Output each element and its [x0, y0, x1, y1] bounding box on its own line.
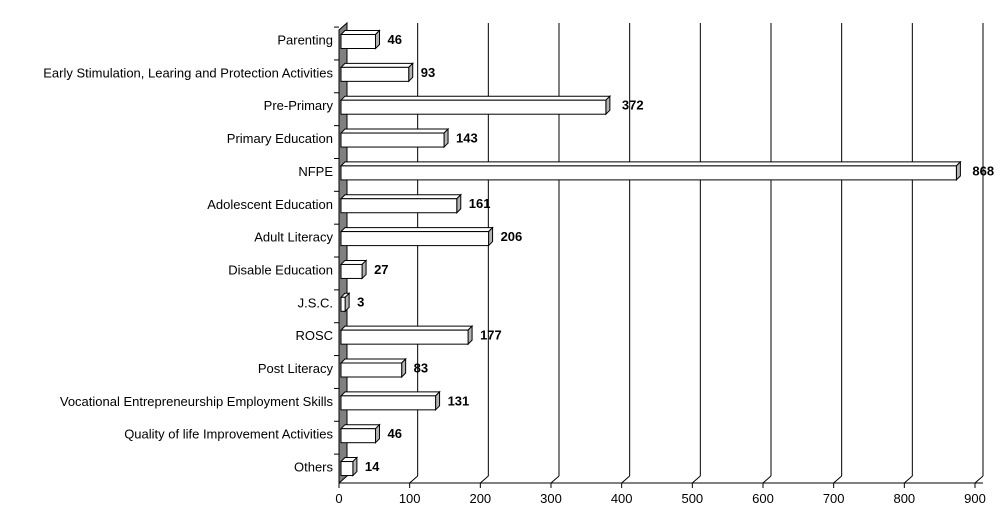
x-tick-label: 600	[752, 491, 774, 506]
category-label: Adolescent Education	[207, 197, 333, 212]
bar-value-label: 372	[622, 98, 644, 113]
x-tick-label: 500	[681, 491, 703, 506]
category-label: Others	[294, 460, 334, 475]
bar	[340, 231, 490, 247]
bar-side	[361, 259, 367, 280]
bar	[340, 428, 377, 444]
category-label: Parenting	[277, 33, 333, 48]
gridline-foot	[904, 475, 913, 484]
bar-top	[339, 62, 414, 68]
bar-side	[955, 160, 961, 182]
gridline-foot	[692, 475, 701, 484]
category-label: ROSC	[295, 328, 333, 343]
bar-value-label: 143	[456, 130, 478, 145]
x-tick-label: 400	[611, 491, 633, 506]
bar	[340, 66, 410, 82]
bar	[340, 34, 377, 49]
bar-top	[339, 227, 494, 233]
bar	[340, 198, 458, 214]
bar-value-label: 131	[448, 393, 470, 408]
category-label: Primary Education	[227, 131, 333, 146]
bar-top	[339, 128, 450, 134]
gridline-foot	[621, 475, 630, 484]
bar-value-label: 93	[421, 65, 435, 80]
bar-value-label: 206	[501, 229, 523, 244]
gridline-foot	[409, 475, 418, 484]
bar-side	[408, 62, 414, 83]
category-label: Pre-Primary	[264, 98, 334, 113]
bar-value-label: 83	[414, 360, 428, 375]
bar	[340, 461, 354, 477]
bar-top	[339, 424, 381, 430]
bar-top	[339, 161, 962, 167]
bar-value-label: 177	[480, 328, 502, 343]
bar	[340, 362, 403, 378]
bar-top	[339, 358, 407, 364]
bar-side	[375, 29, 381, 50]
bar-value-label: 14	[365, 459, 380, 474]
bar	[340, 263, 363, 279]
category-label: Quality of life Improvement Activities	[124, 427, 333, 442]
bar-value-label: 161	[469, 196, 491, 211]
gridline-foot	[550, 475, 560, 484]
x-tick-label: 300	[540, 491, 562, 506]
bar-top	[339, 391, 441, 397]
bar	[340, 165, 957, 181]
category-label: Adult Literacy	[254, 230, 333, 245]
bar-top	[339, 30, 381, 35]
x-tick-label: 800	[893, 491, 915, 506]
bar-value-label: 868	[972, 163, 994, 178]
axis-wall	[338, 21, 348, 485]
x-tick-label: 700	[823, 491, 845, 506]
x-tick-label: 200	[469, 491, 491, 506]
bar-side	[352, 456, 358, 477]
category-label: NFPE	[298, 164, 333, 179]
x-tick-label: 100	[399, 491, 421, 506]
bar	[340, 329, 469, 345]
bar-top	[339, 95, 612, 101]
category-label: Disable Education	[228, 262, 333, 277]
bar-side	[456, 193, 462, 214]
category-label: Post Literacy	[258, 361, 334, 376]
bar	[340, 99, 607, 115]
bar	[340, 395, 437, 411]
bar-value-label: 46	[388, 32, 402, 47]
bar-side	[435, 390, 441, 412]
bar-side	[375, 423, 381, 444]
bar-value-label: 46	[388, 426, 402, 441]
bar-side	[344, 292, 350, 313]
bar-top	[339, 194, 462, 200]
bar-side	[401, 357, 407, 379]
bar-top	[339, 325, 474, 331]
bar-side	[488, 226, 494, 247]
bar-side	[443, 127, 449, 149]
category-label: Vocational Entrepreneurship Employment S…	[60, 394, 334, 409]
gridline-foot	[762, 475, 772, 484]
bar-side	[467, 324, 473, 346]
x-tick-label: 0	[335, 491, 342, 506]
bar-value-label: 27	[374, 262, 388, 277]
bar-value-label: 3	[357, 295, 364, 310]
category-label: Early Stimulation, Learing and Protectio…	[43, 65, 333, 80]
x-tick-label: 900	[964, 491, 986, 506]
gridline-foot	[480, 475, 489, 484]
bar	[340, 132, 445, 148]
bar-side	[605, 94, 611, 116]
gridline-foot	[833, 475, 842, 484]
gridline-foot	[974, 475, 984, 484]
bar	[340, 296, 346, 312]
category-label: J.S.C.	[298, 295, 333, 310]
